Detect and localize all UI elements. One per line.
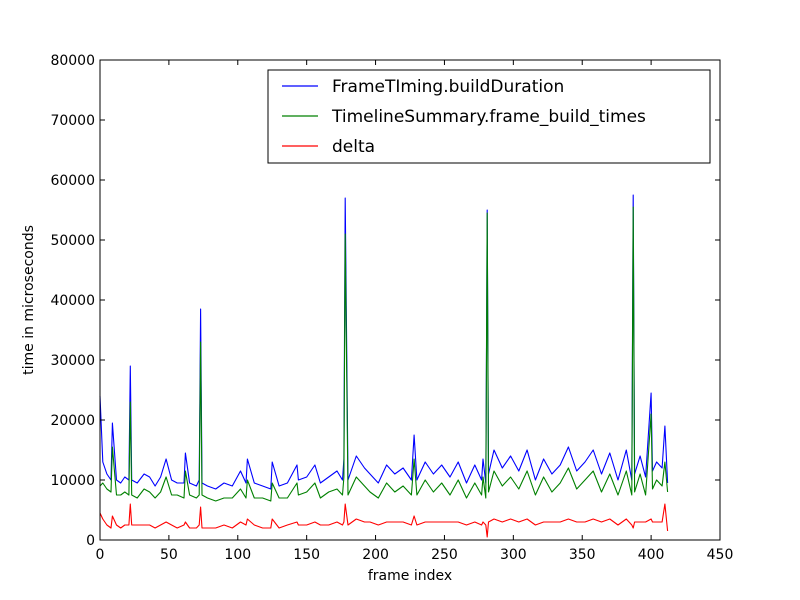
x-tick-label: 400 [638,547,665,563]
x-axis-label: frame index [368,568,452,584]
legend-box [267,69,711,164]
plot-frame [99,59,721,541]
x-tick-label: 100 [224,547,251,563]
series-layer [99,194,669,538]
y-tick-label: 60000 [50,173,95,189]
x-tick-label: 250 [431,547,458,563]
y-tick-label: 80000 [50,53,95,69]
x-tick-label: 150 [293,547,320,563]
y-tick-label: 30000 [50,353,95,369]
legend: FrameTIming.buildDuration TimelineSummary… [267,69,711,164]
y-tick-label: 50000 [50,233,95,249]
x-tick-label: 50 [160,547,178,563]
x-tick-label: 0 [96,547,105,563]
y-tick-label: 70000 [50,113,95,129]
y-tick-label: 20000 [50,413,95,429]
y-tick-label: 10000 [50,473,95,489]
series-line-1 [99,206,669,502]
y-tick-label: 0 [86,533,95,549]
series-line-2 [99,503,669,538]
ticks-layer: 0 50 100 150 200 250 300 350 400 450 0 10000 20000 30… [50,53,733,563]
series-line-0 [99,194,669,490]
y-tick-label: 40000 [50,293,95,309]
x-tick-label: 450 [707,547,734,563]
x-tick-label: 350 [569,547,596,563]
y-axis-label: time in microseconds [21,225,37,375]
legend-label-2: delta [332,137,375,157]
legend-label-1: TimelineSummary.frame_build_times [331,107,646,127]
legend-label-0: FrameTIming.buildDuration [332,77,564,97]
x-tick-label: 200 [362,547,389,563]
x-tick-label: 300 [500,547,527,563]
